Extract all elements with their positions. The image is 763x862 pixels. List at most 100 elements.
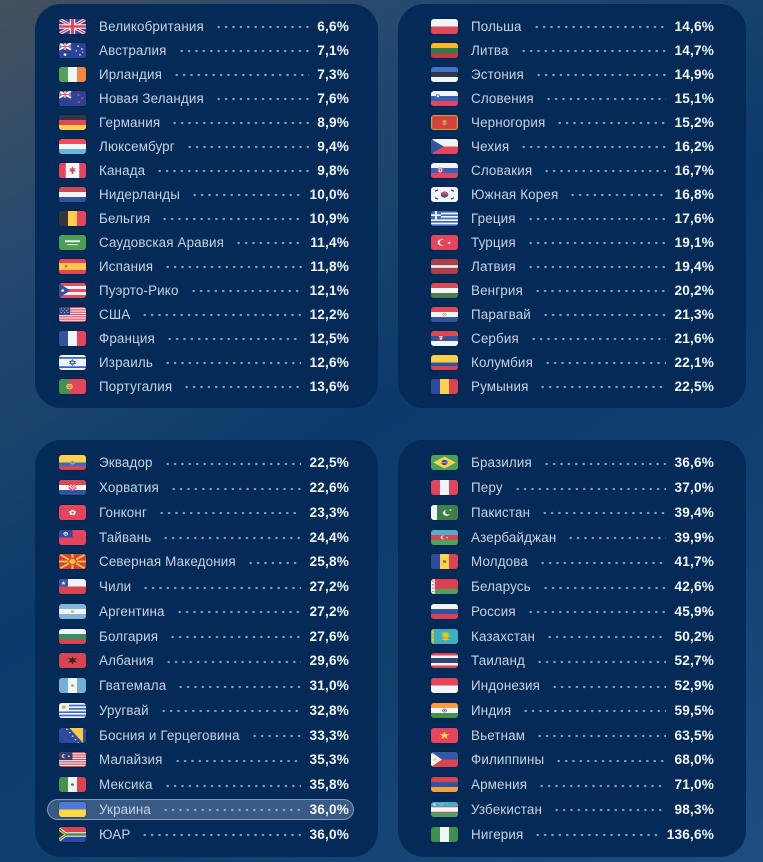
country-row: Греция 17,6% [431, 210, 714, 226]
country-value: 32,8% [309, 702, 349, 718]
country-value: 35,3% [309, 752, 349, 768]
flag-icon-me [431, 114, 458, 130]
country-value: 63,5% [674, 727, 714, 743]
flag-icon-za [59, 826, 86, 842]
country-name: Босния и Герцеговина [99, 727, 240, 743]
country-row: Румыния 22,5% [431, 378, 714, 394]
dot-leader [233, 236, 303, 250]
country-row: Пакистан 39,4% [431, 504, 714, 521]
dot-leader [183, 140, 310, 154]
country-value: 68,0% [674, 752, 714, 768]
country-row: ЮАР 36,0% [59, 826, 349, 842]
country-name: Гватемала [99, 678, 167, 693]
country-name: Мексика [99, 777, 153, 792]
flag-icon-lu [59, 138, 86, 154]
country-row: Словения 15,1% [431, 90, 714, 106]
flag-icon-kr [431, 186, 458, 202]
country-name: Нидерланды [99, 186, 180, 202]
country-name: Бразилия [471, 455, 532, 471]
country-name: Гонконг [99, 504, 147, 520]
country-list-3: Эквадор 22,5% Хорватия 22,6% Гонконг 23,3% Тай… [35, 440, 378, 857]
country-value: 7,1% [317, 42, 349, 58]
country-value: 39,9% [674, 529, 714, 545]
country-name: Пакистан [471, 504, 531, 520]
country-row: Филиппины 68,0% [431, 752, 714, 768]
country-name: Новая Зеландия [99, 90, 204, 106]
flag-icon-uz [431, 801, 458, 817]
flag-icon-ba [59, 727, 86, 743]
dot-leader [532, 828, 659, 842]
country-name: Бельгия [99, 210, 151, 226]
country-list-1: Великобритания 6,6% Австралия 7,1% Ирландия 7… [35, 4, 378, 408]
panel-bottom-left: Эквадор 22,5% Хорватия 22,6% Гонконг 23,3% Тай… [35, 440, 378, 857]
flag-icon-us [59, 306, 86, 322]
country-row: Мексика 35,8% [59, 777, 349, 793]
dot-leader [175, 679, 302, 694]
country-value: 10,9% [309, 210, 349, 226]
country-name: Парагвай [471, 306, 531, 322]
dot-leader [248, 729, 302, 743]
country-row: Гонконг 23,3% [59, 504, 349, 521]
country-row: Венгрия 20,2% [431, 282, 714, 298]
dot-leader [527, 332, 667, 346]
dot-leader [167, 630, 302, 644]
country-row: Чили 27,2% [59, 579, 349, 595]
dot-leader [155, 506, 302, 521]
country-value: 35,8% [309, 777, 349, 792]
country-row: Нидерланды 10,0% [59, 186, 349, 202]
country-name: Россия [471, 603, 516, 619]
country-name: Филиппины [471, 752, 545, 768]
country-row: Таиланд 52,7% [431, 653, 714, 669]
country-row: Саудовская Аравия 11,4% [59, 234, 349, 250]
dot-leader [539, 308, 667, 322]
country-row: Индия 59,5% [431, 702, 714, 719]
country-row: Австралия 7,1% [59, 42, 349, 58]
country-row: Хорватия 22,6% [59, 480, 349, 496]
flag-icon-ca [59, 162, 86, 178]
country-value: 39,4% [674, 504, 714, 520]
country-row: Эквадор 22,5% [59, 455, 349, 471]
country-value: 12,5% [309, 330, 349, 346]
dot-leader [532, 68, 667, 82]
flag-icon-ee [431, 66, 458, 82]
flag-icon-cl [59, 579, 86, 594]
country-value: 12,2% [309, 306, 349, 322]
dot-leader [161, 456, 302, 471]
country-value: 11,8% [310, 258, 349, 274]
country-name: Ирландия [99, 66, 163, 82]
country-name: Венгрия [471, 282, 523, 298]
flag-icon-au [59, 42, 86, 58]
dot-leader [540, 456, 667, 471]
country-value: 36,0% [309, 801, 349, 817]
country-row: Узбекистан 98,3% [431, 801, 714, 818]
flag-icon-pl [431, 18, 458, 34]
country-row: Малайзия 35,3% [59, 752, 349, 768]
dot-leader [187, 284, 302, 298]
country-row: Россия 45,9% [431, 603, 714, 620]
country-name: Тайвань [99, 529, 152, 545]
country-row: Германия 8,9% [59, 114, 349, 130]
dot-leader [212, 20, 310, 34]
flag-icon-my [59, 752, 86, 768]
flag-icon-sk [431, 162, 458, 178]
flag-icon-kz [431, 628, 458, 644]
country-row: Сербия 21,6% [431, 330, 714, 346]
dot-leader [171, 68, 310, 82]
country-list-2: Польша 14,6% Литва 14,7% Эстония 14,9% Словени… [398, 4, 746, 408]
country-row: Канада 9,8% [59, 162, 349, 178]
country-name: Литва [471, 42, 509, 58]
dot-leader [551, 803, 667, 818]
dot-leader [169, 116, 310, 130]
country-row: Латвия 19,4% [431, 258, 714, 274]
flag-icon-lv [431, 258, 458, 274]
flag-icon-md [431, 554, 458, 570]
country-row: Парагвай 21,3% [431, 306, 714, 322]
country-value: 19,4% [674, 258, 714, 274]
flag-icon-tw [59, 529, 86, 545]
country-value: 27,2% [309, 603, 349, 619]
country-row: Эстония 14,9% [431, 66, 714, 82]
dot-leader [154, 164, 310, 178]
flag-icon-ua [59, 801, 86, 817]
flag-icon-ro [431, 378, 458, 394]
